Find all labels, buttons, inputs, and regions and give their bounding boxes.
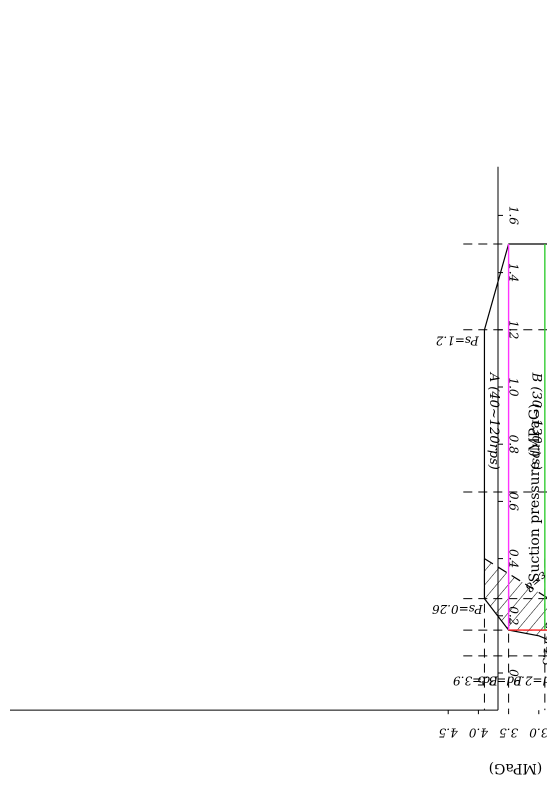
x-axis-title: Suction pressure (MPaG) xyxy=(527,403,543,582)
envelope-boundary xyxy=(483,243,547,640)
x-tick-label: 1.4 xyxy=(507,263,521,282)
hatched-region-d xyxy=(484,558,547,640)
pd-guide-label: Pd=2.9 xyxy=(513,674,547,688)
pd-guide-label: Pd=3.9 xyxy=(453,674,499,688)
region-label: B (30~130rps) xyxy=(528,372,543,470)
y-tick-label: 3.0 xyxy=(529,726,547,740)
x-tick-label: 1.0 xyxy=(507,377,521,396)
x-tick-label: 0.4 xyxy=(507,549,521,568)
ps-guide-label: Ps=0.26 xyxy=(432,602,484,616)
x-tick-label: 0.8 xyxy=(507,435,521,454)
y-tick-label: 3.5 xyxy=(499,726,518,740)
y-tick-label: 4.0 xyxy=(468,726,488,740)
y-axis-title: Discharge pressure (MPaG) xyxy=(489,760,547,776)
pd-guide-label: Pd=3.5 xyxy=(477,674,523,688)
y-tick-label: 4.5 xyxy=(439,726,459,740)
x-tick-label: 1.6 xyxy=(507,206,521,225)
region-label: A (40~120rps) xyxy=(486,372,501,470)
x-tick-label: 0.6 xyxy=(507,492,521,511)
eps8-line xyxy=(484,558,547,599)
epsilon-label: ε=14.3 xyxy=(539,622,547,667)
ps-guide-label: Ps=1.2 xyxy=(436,333,480,347)
x-tick-label: 0 xyxy=(507,669,521,677)
